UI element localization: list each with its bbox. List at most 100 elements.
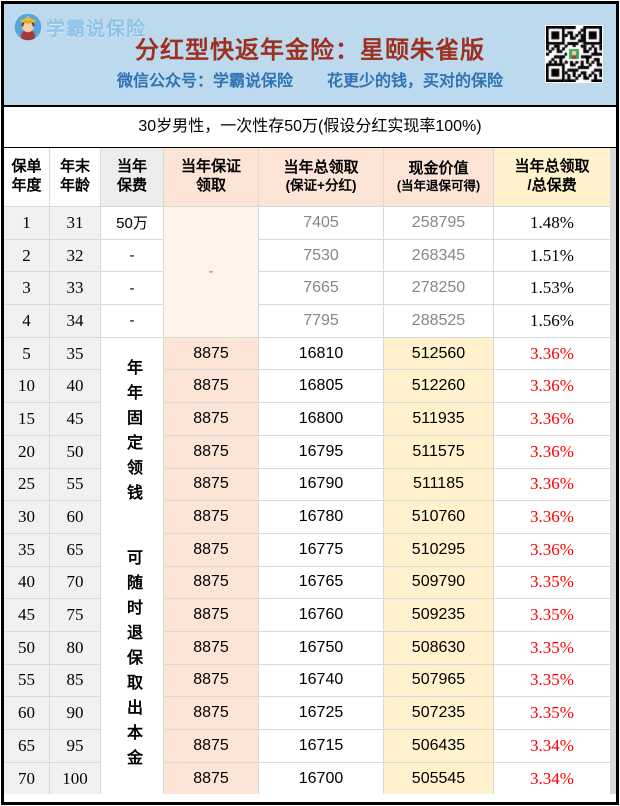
column-header-line1: 当年保证 [180, 158, 241, 176]
cell-guaranteed-payout: 8875 [164, 762, 258, 795]
brand-logo-text: 学霸说保险 [46, 18, 147, 40]
cell-cash-value: 511185 [384, 468, 493, 501]
cell-policy-year: 60 [4, 697, 49, 729]
cell-total-payout: 16750 [259, 631, 383, 664]
cell-policy-year: 25 [4, 468, 49, 501]
cell-policy-year: 35 [4, 533, 49, 566]
column-header-line2: (保证+分红) [285, 177, 357, 193]
cell-policy-year: 65 [4, 730, 49, 762]
cell-payout-ratio: 3.35% [494, 631, 610, 664]
cell-total-payout: 16760 [259, 599, 383, 631]
cell-premium-note-merged: 年年固定领钱 可随时退保取出本金 [101, 337, 163, 795]
cell-cash-value: 507965 [384, 664, 493, 697]
cell-guaranteed-payout: 8875 [164, 468, 258, 501]
cell-guaranteed-payout: 8875 [164, 370, 258, 403]
column-header-line2: /总保费 [527, 177, 577, 194]
cell-age: 100 [50, 762, 100, 795]
cell-age: 60 [50, 501, 100, 533]
cell-guaranteed-payout: 8875 [164, 501, 258, 533]
cell-guaranteed-payout: 8875 [164, 435, 258, 468]
brand-logo: 学霸说保险 [14, 13, 146, 41]
cell-policy-year: 1 [4, 207, 49, 239]
cell-total-payout: 7665 [259, 272, 383, 305]
cell-premium: - [101, 305, 163, 337]
cell-age: 90 [50, 697, 100, 729]
column-header-line1: 保单 [11, 158, 42, 176]
cell-cash-value: 268345 [384, 239, 493, 272]
cell-cash-value: 278250 [384, 272, 493, 305]
qr-code-image [546, 26, 602, 82]
cell-policy-year: 4 [4, 305, 49, 337]
cell-age: 85 [50, 664, 100, 697]
cell-policy-year: 15 [4, 403, 49, 435]
cell-premium: - [101, 239, 163, 272]
cell-guaranteed-payout: 8875 [164, 730, 258, 762]
column-header-line1: 当年总领取 [283, 159, 359, 177]
cell-total-payout: 16790 [259, 468, 383, 501]
cell-age: 35 [50, 337, 100, 370]
cell-payout-ratio: 3.35% [494, 566, 610, 599]
cell-policy-year: 45 [4, 599, 49, 631]
cell-age: 31 [50, 207, 100, 239]
cell-policy-year: 40 [4, 566, 49, 599]
cell-cash-value: 288525 [384, 305, 493, 337]
page-title: 分红型快返年金险：星颐朱雀版 [135, 37, 485, 64]
cell-cash-value: 505545 [384, 762, 493, 795]
cell-cash-value: 512260 [384, 370, 493, 403]
cell-age: 80 [50, 631, 100, 664]
cell-cash-value: 511575 [384, 435, 493, 468]
cell-cash-value: 511935 [384, 403, 493, 435]
page-subtitle: 微信公众号：学霸说保险 花更少的钱，买对的保险 [4, 67, 616, 91]
column-header-line2: 年龄 [59, 177, 90, 194]
column-header-line2: 保费 [116, 177, 147, 194]
cell-policy-year: 5 [4, 337, 49, 370]
cell-total-payout: 7405 [259, 207, 383, 239]
cell-policy-year: 10 [4, 370, 49, 403]
cell-total-payout: 16700 [259, 762, 383, 795]
cell-guaranteed-merged: - [164, 207, 258, 337]
column-header-line2: (当年退保可得) [396, 178, 481, 193]
cell-payout-ratio: 1.48% [494, 207, 610, 239]
cell-cash-value: 258795 [384, 207, 493, 239]
cell-guaranteed-payout: 8875 [164, 631, 258, 664]
cell-total-payout: 16740 [259, 664, 383, 697]
column-header-line1: 当年 [116, 158, 147, 176]
column-header: 当年总领取/总保费 [494, 148, 610, 206]
column-header: 当年总领取 (保证+分红) [259, 148, 383, 206]
cell-cash-value: 512560 [384, 337, 493, 370]
cell-age: 45 [50, 403, 100, 435]
cell-guaranteed-payout: 8875 [164, 599, 258, 631]
subtitle-slogan: 花更少的钱，买对的保险 [327, 73, 504, 90]
cell-policy-year: 20 [4, 435, 49, 468]
cell-policy-year: 55 [4, 664, 49, 697]
cell-total-payout: 16775 [259, 533, 383, 566]
assumption-row: 30岁男性，一次性存50万(假设分红实现率100%) [4, 107, 616, 148]
column-header: 保单 年度 [4, 148, 49, 206]
cell-total-payout: 7795 [259, 305, 383, 337]
cell-payout-ratio: 3.36% [494, 370, 610, 403]
cell-payout-ratio: 3.35% [494, 599, 610, 631]
cell-payout-ratio: 3.36% [494, 337, 610, 370]
cell-guaranteed-payout: 8875 [164, 664, 258, 697]
column-header-line1: 年末 [59, 158, 90, 176]
column-header: 当年保证 领取 [164, 148, 258, 206]
cell-age: 50 [50, 435, 100, 468]
cell-cash-value: 507235 [384, 697, 493, 729]
cell-payout-ratio: 3.36% [494, 501, 610, 533]
cell-age: 33 [50, 272, 100, 305]
qr-code [545, 25, 603, 83]
cell-total-payout: 16805 [259, 370, 383, 403]
cell-payout-ratio: 3.36% [494, 468, 610, 501]
subtitle-wechat-account: 微信公众号：学霸说保险 [116, 73, 293, 90]
cell-cash-value: 508630 [384, 631, 493, 664]
cell-total-payout: 16800 [259, 403, 383, 435]
cell-payout-ratio: 3.34% [494, 730, 610, 762]
cell-premium: 50万 [101, 207, 163, 239]
cell-age: 75 [50, 599, 100, 631]
cell-payout-ratio: 3.35% [494, 697, 610, 729]
column-header-line1: 现金价值 [408, 159, 469, 177]
cell-cash-value: 506435 [384, 730, 493, 762]
cell-age: 65 [50, 533, 100, 566]
cell-payout-ratio: 1.51% [494, 239, 610, 272]
